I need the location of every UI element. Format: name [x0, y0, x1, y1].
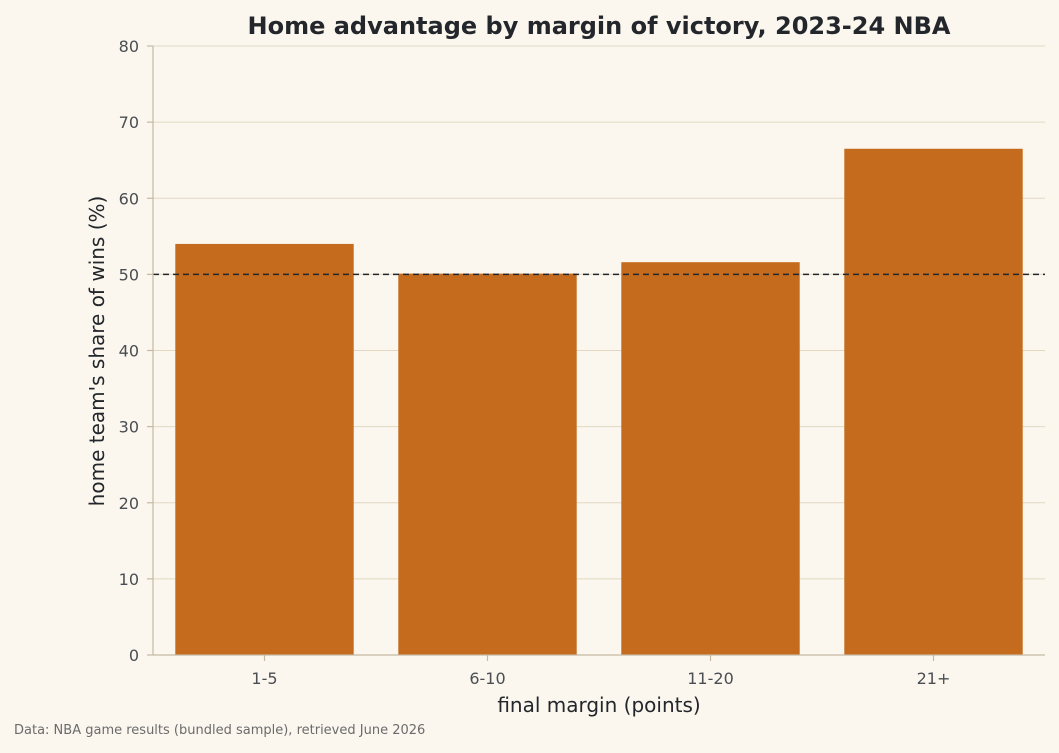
chart-title: Home advantage by margin of victory, 202…: [248, 12, 951, 40]
bar-1-5: [175, 243, 354, 656]
x-tick-label: 6-10: [469, 669, 505, 688]
bars: [175, 148, 1023, 656]
y-tick-label: 0: [129, 646, 139, 665]
y-tick-label: 30: [119, 418, 139, 437]
y-tick-label: 80: [119, 37, 139, 56]
bar-11-20: [621, 262, 800, 655]
y-tick-label: 20: [119, 494, 139, 513]
source-note: Data: NBA game results (bundled sample),…: [14, 723, 426, 738]
axes: [147, 45, 1045, 661]
y-axis-label: home team's share of wins (%): [85, 196, 109, 507]
bar-21+: [844, 148, 1023, 656]
y-tick-label: 10: [119, 570, 139, 589]
y-tick-label: 50: [119, 265, 139, 284]
x-tick-label: 21+: [917, 669, 951, 688]
x-tick-label: 1-5: [251, 669, 277, 688]
tick-labels: 0 10 20 30 40 50 60 70 80 1-5 6-10 11-20 21+: [119, 37, 951, 688]
y-tick-label: 40: [119, 342, 139, 361]
y-tick-label: 60: [119, 189, 139, 208]
x-axis-label: final margin (points): [497, 693, 700, 717]
x-tick-label: 11-20: [687, 669, 734, 688]
y-tick-label: 70: [119, 113, 139, 132]
bar-6-10: [398, 273, 577, 655]
